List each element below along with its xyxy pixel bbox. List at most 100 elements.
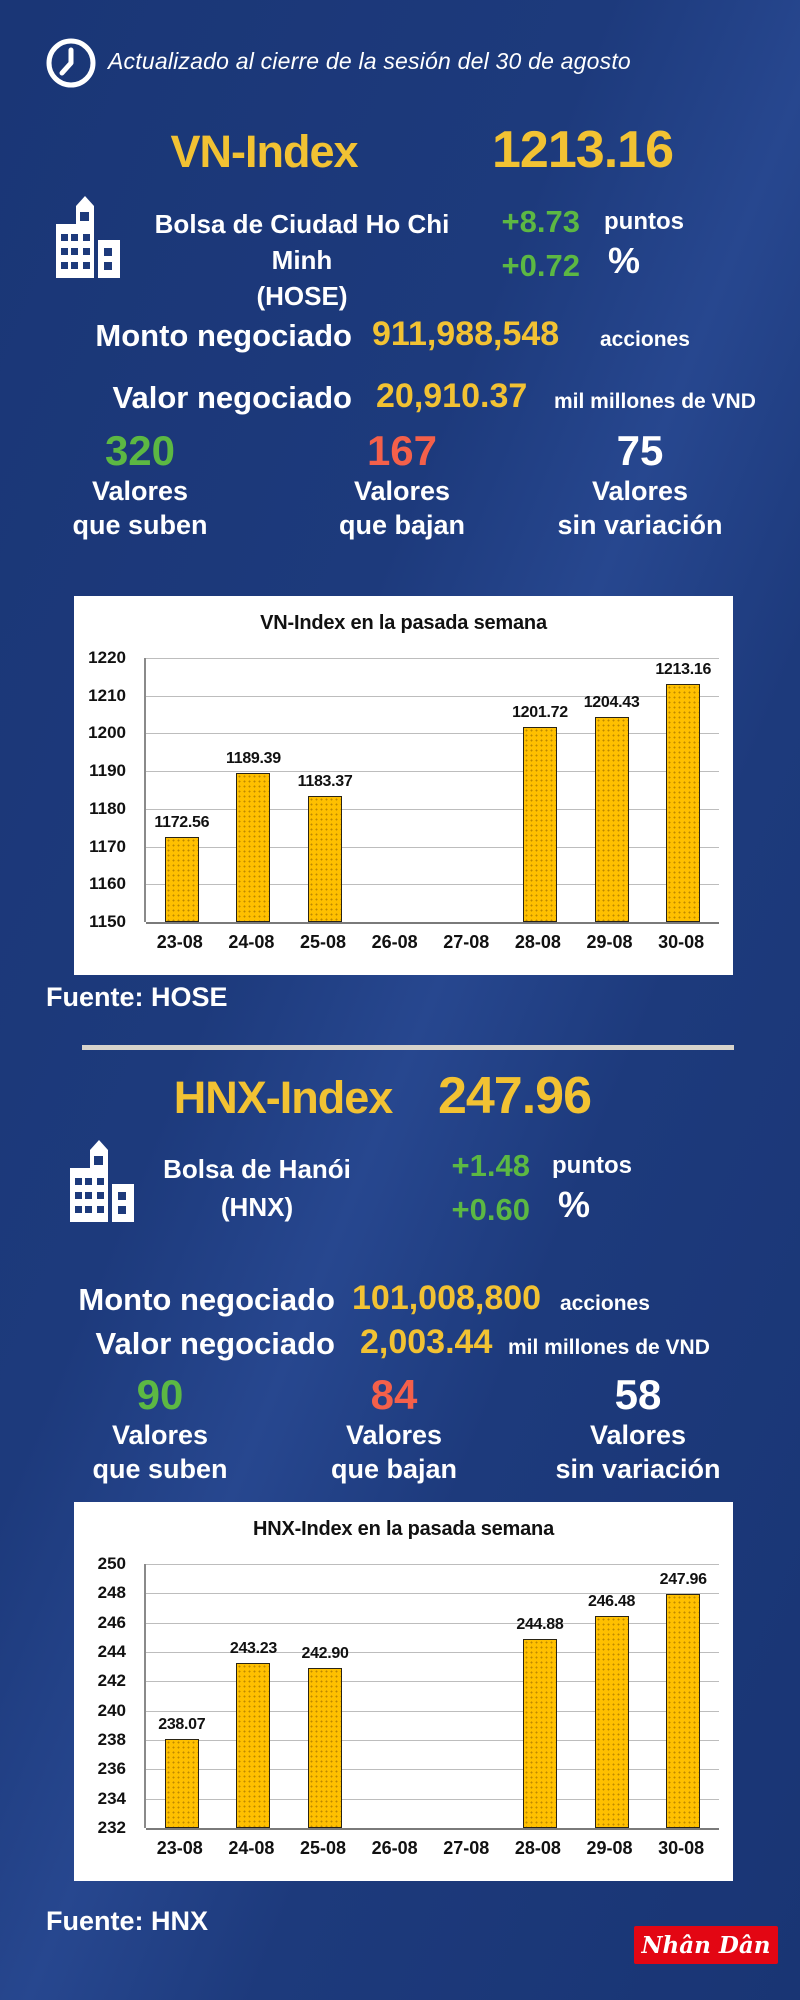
vn-change-points: +8.73	[501, 204, 580, 239]
vn-exchange-line2: (HOSE)	[256, 281, 348, 311]
bar-value-label: 1213.16	[655, 660, 712, 678]
vn-source-text: Fuente: HOSE	[46, 982, 228, 1012]
bar-value-label: 244.88	[516, 1616, 564, 1634]
vn-exchange-name: Bolsa de Ciudad Ho Chi Minh (HOSE)	[128, 206, 476, 314]
plot-area: 1172.56 1189.39 1183.37 1201.72 1204.43 1213.…	[144, 658, 719, 924]
stat-label: que suben	[72, 510, 208, 540]
gridline	[146, 658, 719, 659]
bar-23-08	[164, 836, 199, 922]
x-axis-labels: 23-08 24-08 25-08 26-08 27-08 28-08 29-08 30-08	[144, 932, 717, 953]
bar-value-label: 1201.72	[512, 703, 568, 721]
gridline	[146, 808, 719, 810]
bar-30-08	[666, 683, 701, 922]
x-tick-label: 28-08	[514, 932, 561, 952]
vn-stat-unchanged: 75 Valores sin variación	[540, 428, 740, 542]
stat-label: Valores	[589, 1420, 687, 1450]
gridline	[146, 1710, 719, 1712]
hnx-turnover-label: Valor negociado	[95, 1326, 335, 1361]
plot-area: 238.07 243.23 242.90 244.88 246.48 247.96	[144, 1564, 719, 1830]
bar-value-label: 1204.43	[583, 693, 640, 711]
y-tick-label: 244	[97, 1642, 126, 1661]
bar-value-label: 1172.56	[154, 813, 210, 831]
hnx-unchanged-count: 58	[614, 1371, 662, 1418]
bar-29-08	[594, 1615, 629, 1828]
vn-exchange-line1: Bolsa de Ciudad Ho Chi Minh	[154, 209, 450, 275]
y-tick-label: 1180	[89, 798, 126, 818]
x-tick-label: 23-08	[156, 932, 203, 952]
logo-text: Nhân Dân	[641, 1931, 771, 1959]
bar-25-08	[308, 796, 343, 922]
x-axis-labels: 23-08 24-08 25-08 26-08 27-08 28-08 29-08 30-08	[144, 1838, 717, 1859]
x-tick-label: 25-08	[300, 932, 347, 952]
vn-index-value: 1213.16	[492, 121, 674, 179]
vn-volume-value: 911,988,548	[372, 315, 560, 353]
vn-decliners-count: 167	[366, 427, 438, 474]
y-tick-label: 250	[97, 1554, 126, 1573]
gridline	[146, 884, 719, 886]
building-icon	[56, 196, 120, 278]
bar-value-label: 242.90	[301, 1645, 349, 1663]
stat-label: que bajan	[330, 1454, 458, 1484]
stat-label: Valores	[353, 476, 451, 506]
vn-change-percent: +0.72	[501, 248, 580, 283]
bar-23-08	[164, 1738, 199, 1828]
hnx-volume-unit: acciones	[560, 1292, 650, 1315]
y-tick-label: 1200	[88, 723, 126, 743]
bar-24-08	[236, 773, 271, 922]
y-tick-label: 240	[97, 1700, 126, 1720]
vn-stat-advancers: 320 Valores que suben	[40, 428, 240, 542]
x-tick-label: 24-08	[228, 932, 275, 952]
x-tick-label: 29-08	[586, 1838, 633, 1858]
hnx-exchange-name: Bolsa de Hanói (HNX)	[116, 1150, 398, 1226]
chart-title: HNX-Index en la pasada semana	[253, 1518, 554, 1540]
hnx-change-percent: +0.60	[451, 1192, 530, 1227]
x-tick-label: 27-08	[443, 932, 490, 952]
hnx-weekly-chart: HNX-Index en la pasada semana 250 248 246 2…	[74, 1502, 733, 1881]
bar-value-label: 243.23	[229, 1640, 277, 1658]
stat-label: sin variación	[555, 1454, 721, 1484]
bar-24-08	[236, 1663, 271, 1828]
hnx-exchange-line2: (HNX)	[220, 1192, 294, 1222]
vn-weekly-chart: VN-Index en la pasada semana 1220 1210 120…	[74, 596, 733, 975]
chart-title: VN-Index en la pasada semana	[260, 612, 547, 634]
hnx-volume-label: Monto negociado	[78, 1282, 335, 1317]
hnx-stat-unchanged: 58 Valores sin variación	[538, 1372, 738, 1486]
gridline	[146, 733, 719, 735]
nhan-dan-logo: Nhân Dân	[634, 1926, 778, 1964]
stat-label: Valores	[91, 476, 189, 506]
bar-28-08	[522, 726, 557, 922]
stat-label: Valores	[591, 476, 689, 506]
updated-status-text: Actualizado al cierre de la sesión del 3…	[108, 48, 631, 74]
y-tick-label: 248	[97, 1583, 126, 1603]
gridline	[146, 846, 719, 848]
x-tick-label: 28-08	[514, 1838, 561, 1858]
gridline	[146, 1681, 719, 1683]
gridline	[146, 1798, 719, 1800]
gridline	[146, 1622, 719, 1624]
bar-value-label: 1189.39	[226, 750, 281, 768]
stat-label: que bajan	[338, 510, 466, 540]
y-tick-label: 1220	[88, 648, 126, 667]
bar-value-label: 1183.37	[297, 773, 353, 791]
hnx-source-text: Fuente: HNX	[46, 1906, 208, 1936]
gridline	[146, 1652, 719, 1653]
y-tick-label: 236	[97, 1759, 126, 1779]
y-tick-label: 1190	[89, 761, 126, 781]
hnx-points-unit-label: puntos	[552, 1152, 632, 1179]
hnx-advancers-count: 90	[136, 1371, 184, 1418]
x-tick-label: 23-08	[156, 1838, 203, 1858]
vn-volume-label: Monto negociado	[95, 318, 352, 353]
x-tick-label: 30-08	[658, 932, 705, 952]
x-tick-label: 26-08	[371, 1838, 418, 1858]
hnx-stat-decliners: 84 Valores que bajan	[294, 1372, 494, 1486]
y-tick-label: 1160	[89, 874, 126, 894]
bar-value-label: 246.48	[587, 1592, 636, 1610]
y-tick-label: 234	[97, 1788, 126, 1808]
hnx-turnover-value: 2,003.44	[360, 1323, 493, 1361]
stat-label: sin variación	[557, 510, 723, 540]
section-divider	[82, 1045, 734, 1050]
y-axis-labels: 1220 1210 1200 1190 1180 1170 1160 1150	[78, 648, 134, 931]
gridline	[146, 1769, 719, 1771]
hnx-index-value: 247.96	[437, 1067, 592, 1125]
hnx-decliners-count: 84	[370, 1371, 418, 1418]
